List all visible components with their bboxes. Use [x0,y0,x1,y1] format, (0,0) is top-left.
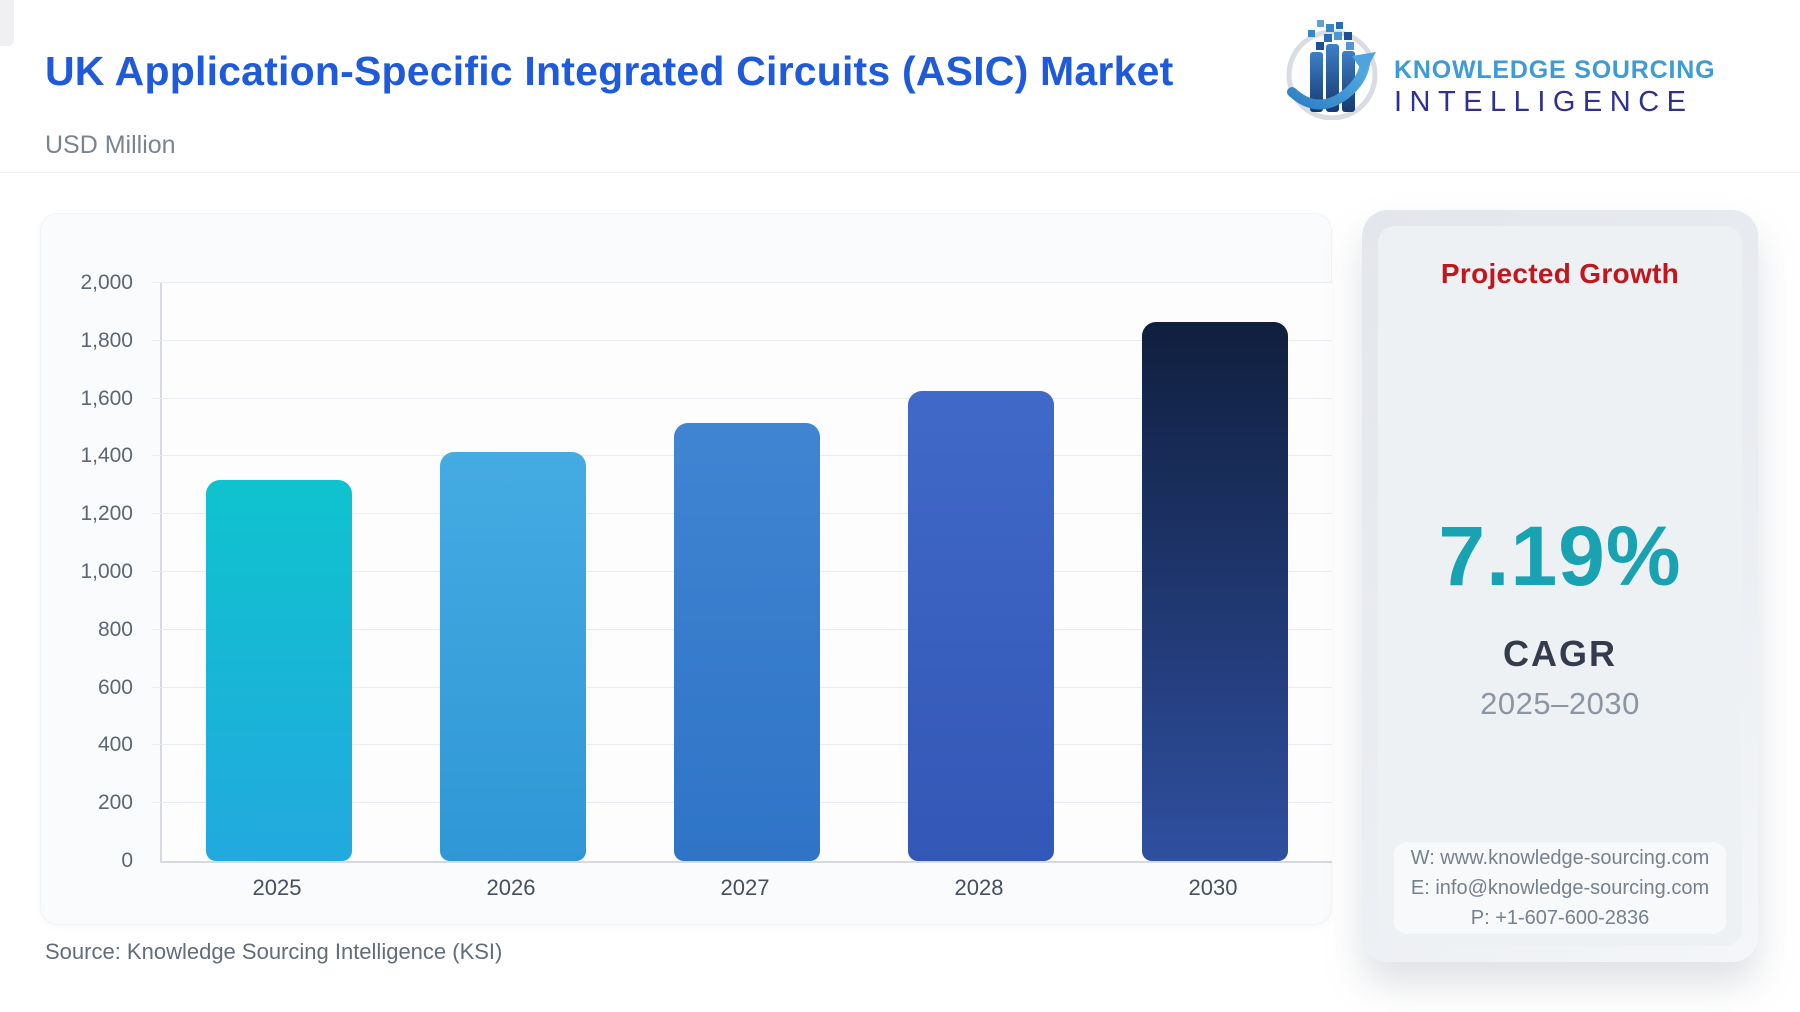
company-logo: KNOWLEDGE SOURCING INTELLIGENCE [1286,16,1755,121]
cagr-period: 2025–2030 [1480,686,1640,721]
y-axis-labels: 0 200 400 600 800 1,000 1,200 1,400 1,600 1,800 2,… [40,271,145,872]
gridline [152,339,1332,341]
logo-line1: KNOWLEDGE SOURCING [1394,56,1716,84]
y-axis-tick-label: 0 [121,849,133,872]
bar-slot [1098,283,1332,861]
y-axis-tick-label: 1,600 [80,386,133,410]
source-note: Source: Knowledge Sourcing Intelligence … [45,939,503,964]
x-axis-tick-label-2027: 2027 [720,875,770,900]
y-axis-tick-label: 400 [97,733,133,757]
cagr-label: CAGR [1503,633,1617,674]
plot-area [152,282,1332,863]
bar-slot [162,283,396,861]
x-axis-tick-label-2025: 2025 [252,875,302,900]
logo-chart-globe-icon [1280,18,1386,121]
contact-phone: P: +1-607-600-2836 [1470,906,1650,929]
logo-line2: INTELLIGENCE [1394,86,1694,118]
gridline [152,282,1332,283]
cagr-value: 7.19% [1438,509,1682,603]
bar-2026 [440,452,586,861]
projected-growth-panel: Projected Growth 7.19% CAGR 2025–2030 W:… [1362,210,1758,962]
contact-website: W: www.knowledge-sourcing.com [1410,846,1710,869]
header-divider [0,172,1800,173]
x-axis-tick-label-2026: 2026 [486,875,536,900]
y-axis-tick-label: 200 [97,791,133,815]
y-axis-tick-label: 2,000 [80,271,133,294]
chart-unit-label: USD Million [45,131,176,159]
contact-email: E: info@knowledge-sourcing.com [1410,876,1710,899]
gridline [152,397,1332,399]
bar-slot [630,283,864,861]
page-title: UK Application-Specific Integrated Circu… [45,48,1174,94]
y-axis-tick-label: 1,000 [80,560,133,583]
corner-artifact [0,0,14,46]
bar-slot [396,283,630,861]
logo-text: KNOWLEDGE SOURCING INTELLIGENCE [1394,56,1754,119]
projected-growth-panel-inner: Projected Growth 7.19% CAGR 2025–2030 W:… [1378,226,1742,946]
bar-2025 [206,479,352,861]
y-axis-tick-label: 1,800 [80,328,133,352]
bar-2028 [908,391,1054,861]
y-axis-tick-label: 1,400 [80,444,133,468]
x-axis-tick-label-2030: 2030 [1188,875,1238,900]
y-axis-tick-label: 600 [97,675,133,699]
y-axis-tick-label: 800 [97,617,133,641]
x-axis-tick-label-2028: 2028 [954,875,1004,900]
x-axis-labels: 2025 2026 2027 2028 2030 [160,875,1330,901]
bar-2027 [674,423,820,861]
bars-row [162,283,1332,861]
bar-2030 [1142,322,1288,861]
contact-box: W: www.knowledge-sourcing.com E: info@kn… [1394,842,1726,934]
y-axis-tick-label: 1,200 [80,502,133,526]
panel-title: Projected Growth [1440,258,1680,289]
bar-slot [864,283,1098,861]
